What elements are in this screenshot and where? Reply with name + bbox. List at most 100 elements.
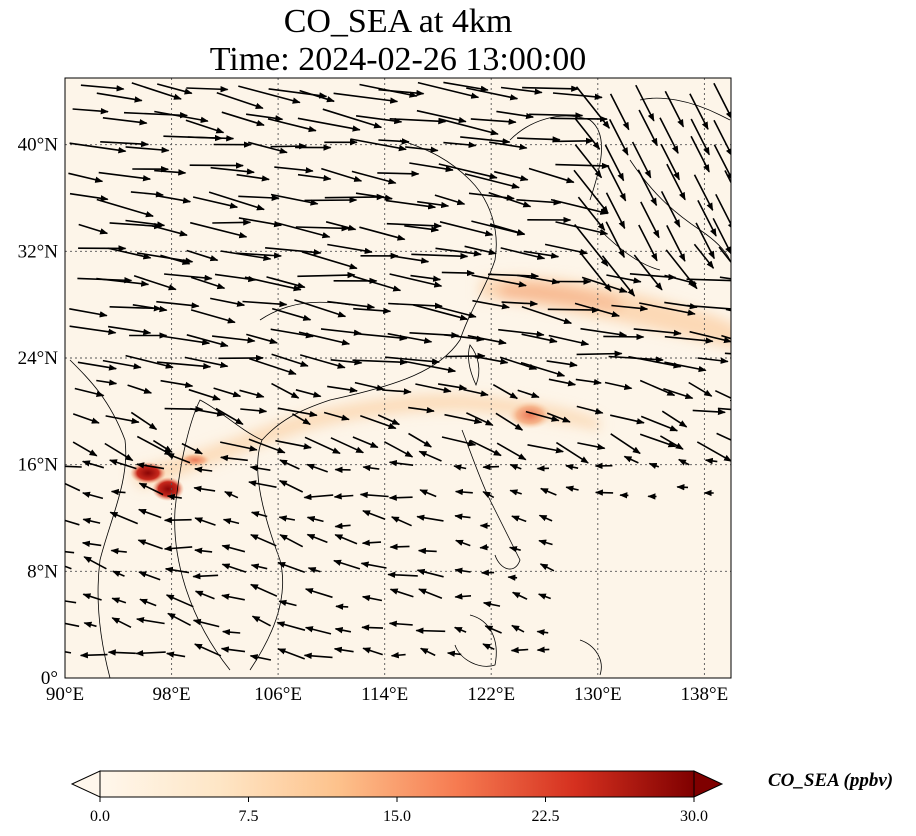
wind-arrow [248,438,286,454]
wind-arrow [127,384,153,394]
wind-arrow [194,517,216,526]
wind-arrow [267,118,317,133]
wind-arrow [72,413,100,424]
wind-arrow [354,381,385,391]
wind-arrow [69,325,117,335]
colorbar-tick-label: 15.0 [383,808,411,825]
co-hotspot-east [508,401,552,429]
wind-arrow [291,413,311,426]
wind-arrow [297,117,361,132]
wind-arrow [352,358,408,366]
wind-arrow [330,437,365,454]
wind-arrow [416,109,467,124]
wind-arrow [628,355,682,369]
colorbar-label: CO_SEA (ppbv) [768,770,894,791]
wind-arrow [520,361,566,377]
wind-arrow [83,556,107,570]
wind-arrow [509,489,522,496]
wind-arrow [181,442,203,455]
wind-arrow [69,142,127,154]
wind-arrow [638,109,659,147]
wind-arrow [697,357,729,364]
wind-arrow [454,593,472,600]
wind-arrow [190,407,226,417]
x-tick-label: 138°E [681,684,729,705]
wind-arrow [388,620,413,627]
wind-arrow [333,493,354,500]
wind-arrow [81,460,105,469]
wind-arrow [660,143,681,181]
wind-arrow [111,617,132,629]
wind-arrow [725,308,731,312]
wind-arrow [666,163,686,201]
wind-arrow [250,583,278,597]
wind-arrow [689,330,731,344]
wind-arrow [361,594,383,602]
wind-arrow [527,444,564,454]
wind-arrow [438,163,498,180]
wind-arrow [377,170,420,177]
wind-arrow [251,615,271,627]
wind-arrow [467,334,507,345]
wind-arrow [444,413,483,425]
wind-arrow [111,597,127,604]
wind-arrow [265,247,322,256]
wind-arrow [249,464,271,472]
wind-arrow [609,93,630,131]
wind-arrow [389,543,410,551]
wind-arrow [360,415,397,430]
co-hotspot-3 [179,453,211,467]
wind-arrow [112,570,125,577]
wind-arrow [552,137,594,145]
wind-arrow [454,567,471,574]
wind-arrow [712,217,731,255]
wind-arrow [536,646,550,653]
wind-arrow [389,254,430,264]
wind-arrow [155,194,192,204]
wind-arrow [633,254,663,291]
wind-arrow [350,138,407,152]
wind-arrow [389,273,443,288]
wind-arrow [418,588,443,599]
wind-arrow [362,510,386,520]
wind-arrow [415,383,452,394]
wind-arrow [378,138,410,145]
wind-arrow [522,85,580,92]
wind-arrow [213,387,242,398]
wind-arrow [574,144,603,179]
wind-arrow [299,354,346,369]
wind-arrow [156,361,212,370]
wind-arrow [136,616,165,625]
colorbar-max-extend [693,770,724,798]
wind-arrow [294,299,347,318]
wind-arrow [482,643,495,651]
wind-arrow [65,565,72,570]
wind-arrow [495,412,524,431]
wind-arrow [686,278,731,282]
wind-arrow [690,118,711,156]
wind-arrow [404,360,457,373]
wind-arrow [138,571,161,581]
wind-arrow [437,383,468,391]
wind-arrow [82,491,104,500]
wind-arrow [389,588,414,598]
wind-arrow [435,247,482,257]
wind-arrow [471,274,527,288]
wind-arrow [660,191,681,228]
colorbar-min-extend [70,770,101,798]
wind-arrow [96,198,154,218]
wind-arrow [240,407,268,414]
wind-arrow [250,533,277,547]
wind-arrow [359,491,389,499]
wind-arrow [125,146,170,154]
wind-arrow [321,167,363,182]
wind-arrow [438,117,499,136]
map-frame [64,77,732,679]
wind-arrow [323,411,350,421]
wind-arrow [581,276,628,293]
wind-arrow [167,612,191,627]
y-tick-label: 40°N [18,135,59,156]
wind-arrow [160,335,211,346]
wind-arrow [419,489,437,498]
